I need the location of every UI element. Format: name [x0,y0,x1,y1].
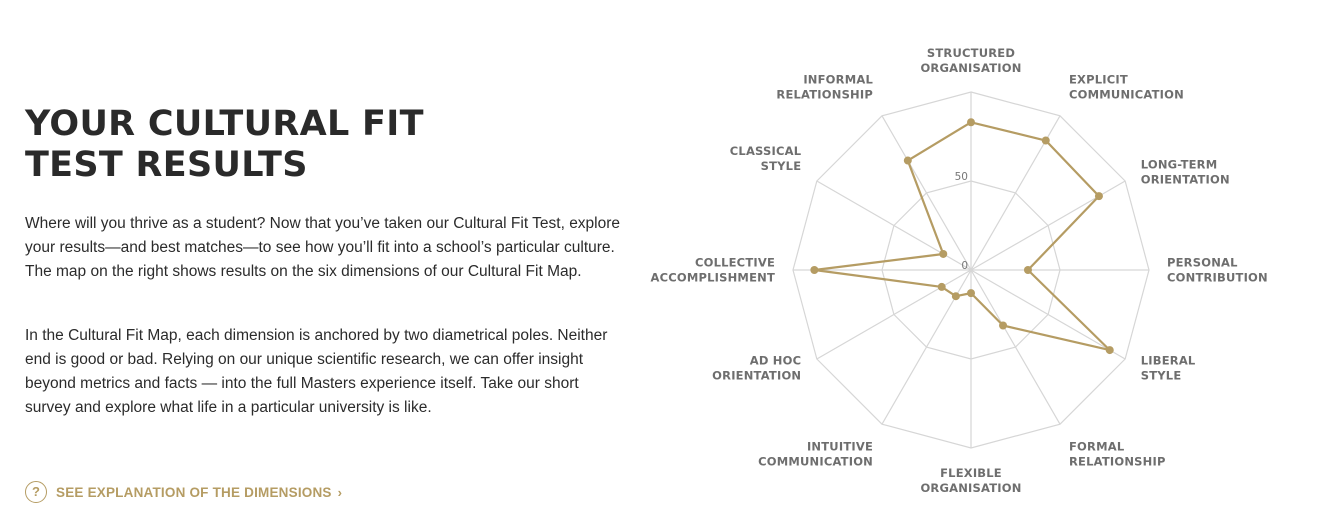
radar-spoke [816,180,972,271]
radar-tick-label: 0 [961,260,968,272]
radar-axis-label: FLEXIBLE ORGANISATION [920,466,1021,495]
chevron-right-icon: › [337,484,342,500]
radar-axis-label: CLASSICAL STYLE [730,144,802,173]
radar-spoke [970,269,1126,360]
radar-data-point [810,266,819,274]
radar-spoke [881,115,972,271]
radar-data-point [1023,266,1032,274]
radar-tick-label: 50 [955,171,968,183]
radar-axis-label: PERSONAL CONTRIBUTION [1167,256,1268,285]
radar-data-point [903,156,912,165]
radar-axis-label: COLLECTIVE ACCOMPLISHMENT [650,256,775,285]
question-circle-icon: ? [25,481,47,503]
intro-paragraph-1: Where will you thrive as a student? Now … [25,215,621,280]
page-title: YOUR CULTURAL FIT TEST RESULTS [25,104,645,186]
radar-spoke [970,269,1061,425]
radar-data-point [999,321,1008,330]
explanation-link-label: SEE EXPLANATION OF THE DIMENSIONS [56,484,332,500]
radar-data-point [951,292,960,301]
radar-axis-label: INFORMAL RELATIONSHIP [776,72,873,101]
radar-axis-label: STRUCTURED ORGANISATION [920,46,1021,75]
intro-paragraph-2: In the Cultural Fit Map, each dimension … [25,327,608,416]
radar-axis-label: LIBERAL STYLE [1141,354,1196,383]
radar-data-point [967,118,975,127]
radar-data-point [1094,192,1103,201]
radar-data-point [1041,136,1050,145]
radar-axis-label: LONG-TERM ORIENTATION [1141,158,1230,187]
radar-spoke [816,269,972,360]
radar-axis-label: INTUITIVE COMMUNICATION [758,440,873,469]
radar-data-point [939,249,948,258]
title-line-2: TEST RESULTS [25,145,308,185]
intro-section: YOUR CULTURAL FIT TEST RESULTS Where wil… [25,104,645,416]
title-line-1: YOUR CULTURAL FIT [25,104,424,144]
radar-axis-label: EXPLICIT COMMUNICATION [1069,72,1184,101]
radar-axis-label: FORMAL RELATIONSHIP [1069,440,1166,469]
radar-series-line [813,121,1111,352]
radar-data-point [1105,346,1114,355]
radar-axis-label: AD HOC ORIENTATION [712,354,801,383]
radar-data-point [967,289,975,298]
explanation-link[interactable]: ? SEE EXPLANATION OF THE DIMENSIONS › [25,481,342,503]
radar-data-point [937,282,946,291]
